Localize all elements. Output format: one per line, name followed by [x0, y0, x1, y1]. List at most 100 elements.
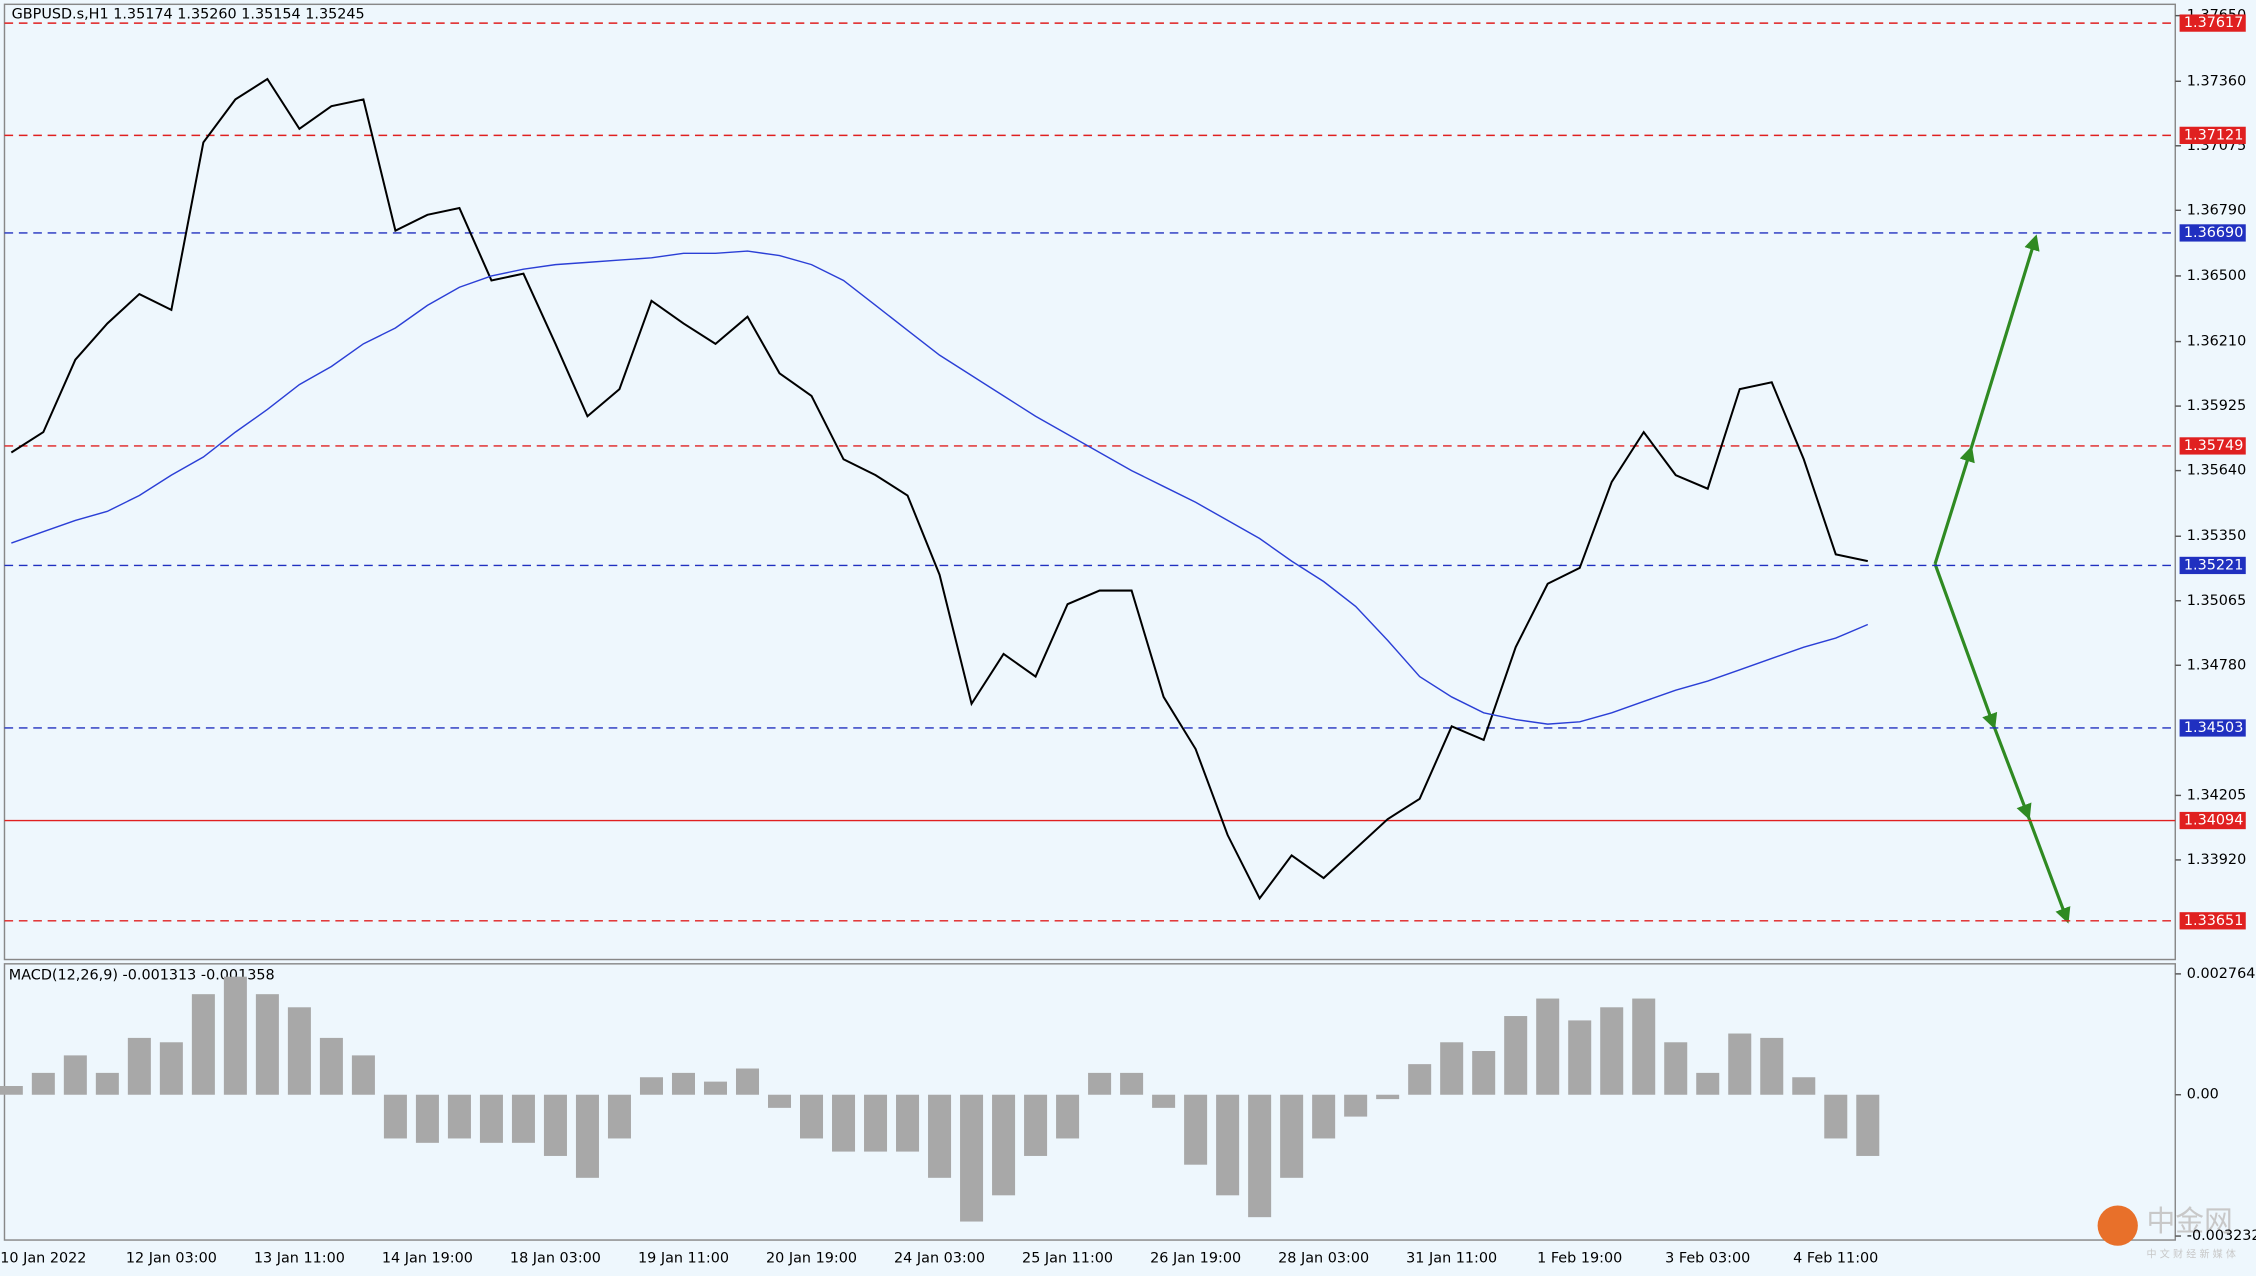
- macd-bar: [768, 1094, 792, 1108]
- macd-bar: [864, 1094, 888, 1152]
- macd-bar: [1152, 1094, 1176, 1108]
- macd-bar: [896, 1094, 920, 1152]
- macd-bar: [1408, 1064, 1432, 1095]
- macd-bar: [1632, 998, 1656, 1095]
- x-tick-label: 4 Feb 11:00: [1793, 1251, 1878, 1267]
- macd-bar: [1376, 1094, 1400, 1100]
- x-tick-label: 18 Jan 03:00: [510, 1251, 601, 1267]
- macd-bar: [1792, 1077, 1816, 1095]
- macd-bar: [511, 1094, 535, 1143]
- y-tick-label: 1.36210: [2187, 334, 2246, 350]
- macd-bar: [575, 1094, 599, 1178]
- macd-bar: [928, 1094, 952, 1178]
- macd-bar: [960, 1094, 984, 1222]
- macd-bar: [1024, 1094, 1048, 1156]
- x-tick-label: 3 Feb 03:00: [1665, 1251, 1750, 1267]
- x-tick-label: 24 Jan 03:00: [894, 1251, 985, 1267]
- macd-bar: [447, 1094, 471, 1139]
- y-tick-label: 1.34780: [2187, 657, 2246, 673]
- macd-bar: [1088, 1072, 1112, 1095]
- level-tag: [2179, 126, 2246, 145]
- level-tag: [2179, 912, 2246, 930]
- price-line: [10, 77, 1868, 901]
- y-tick-label: 0.002764: [2187, 966, 2256, 982]
- level-tag: [2179, 437, 2246, 455]
- y-tick-label: 0.00: [2187, 1087, 2219, 1103]
- arrow: [1933, 445, 1975, 565]
- x-tick-label: 1 Feb 19:00: [1537, 1251, 1622, 1267]
- x-tick-label: 26 Jan 19:00: [1150, 1251, 1241, 1267]
- macd-bar: [1504, 1016, 1528, 1095]
- macd-bar: [1760, 1037, 1784, 1095]
- macd-bar: [1728, 1033, 1752, 1095]
- y-tick-label: 1.36500: [2187, 268, 2246, 284]
- macd-bar: [1568, 1020, 1592, 1095]
- macd-bar: [1824, 1094, 1848, 1139]
- macd-bar: [1440, 1042, 1464, 1095]
- level-label: 1.37617: [2184, 15, 2243, 31]
- macd-bar: [1312, 1094, 1336, 1139]
- arrow: [2027, 816, 2071, 924]
- watermark-subtitle: 中 文 财 经 新 媒 体: [2146, 1247, 2236, 1260]
- watermark-logo: [2097, 1205, 2138, 1246]
- macd-bar: [127, 1037, 151, 1095]
- price-line: [11, 250, 1869, 725]
- macd-bar: [1248, 1094, 1272, 1218]
- arrow: [1992, 725, 2032, 821]
- level-label: 1.35749: [2184, 438, 2243, 454]
- y-tick-label: 1.35065: [2187, 593, 2246, 609]
- level-tag: [2179, 14, 2246, 32]
- y-tick-label: 1.35350: [2187, 528, 2246, 544]
- x-tick-label: 25 Jan 11:00: [1022, 1251, 1113, 1267]
- macd-bar: [1216, 1094, 1240, 1196]
- level-label: 1.34503: [2184, 720, 2243, 736]
- y-tick-label: 1.35925: [2187, 398, 2246, 414]
- macd-bar: [1536, 998, 1560, 1095]
- macd-bar: [0, 1085, 23, 1095]
- macd-bar: [1344, 1094, 1368, 1117]
- macd-bar: [287, 1007, 311, 1095]
- macd-bar: [223, 976, 247, 1095]
- macd-bar: [415, 1094, 439, 1143]
- macd-bar: [319, 1037, 343, 1095]
- x-tick-label: 10 Jan 2022: [0, 1251, 86, 1267]
- macd-bar: [383, 1094, 407, 1139]
- macd-bar: [1120, 1072, 1144, 1095]
- macd-bar: [800, 1094, 824, 1139]
- x-tick-label: 20 Jan 19:00: [766, 1251, 857, 1267]
- watermark: 中金网: [2146, 1204, 2232, 1238]
- macd-bar: [1696, 1072, 1720, 1095]
- macd-bar: [31, 1072, 55, 1095]
- macd-bar: [607, 1094, 631, 1139]
- macd-bar: [1472, 1051, 1496, 1095]
- level-label: 1.36690: [2184, 225, 2243, 241]
- macd-title: MACD(12,26,9) -0.001313 -0.001358: [9, 967, 275, 983]
- macd-bar: [95, 1072, 119, 1095]
- chart-title: GBPUSD.s,H1 1.35174 1.35260 1.35154 1.35…: [12, 6, 365, 22]
- level-label: 1.33651: [2184, 913, 2243, 929]
- x-tick-label: 31 Jan 11:00: [1406, 1251, 1497, 1267]
- level-label: 1.34094: [2184, 813, 2243, 829]
- macd-panel: [3, 963, 2176, 1241]
- x-tick-label: 12 Jan 03:00: [126, 1251, 217, 1267]
- y-tick-label: 1.35640: [2187, 463, 2246, 479]
- macd-bar: [1664, 1042, 1688, 1095]
- x-tick-label: 28 Jan 03:00: [1278, 1251, 1369, 1267]
- forecast-arrows: [1933, 234, 2071, 924]
- macd-bar: [735, 1068, 760, 1095]
- level-label: 1.37121: [2184, 127, 2243, 143]
- macd-bar: [992, 1094, 1016, 1196]
- y-tick-label: 1.36790: [2187, 202, 2246, 218]
- x-tick-label: 14 Jan 19:00: [382, 1251, 473, 1267]
- macd-bar: [832, 1094, 856, 1152]
- macd-bar: [639, 1077, 663, 1095]
- macd-bar: [191, 994, 215, 1095]
- macd-bar: [1280, 1094, 1304, 1178]
- macd-bar: [1856, 1094, 1880, 1156]
- y-tick-label: 1.37360: [2187, 73, 2246, 89]
- macd-bar: [671, 1072, 695, 1095]
- level-tag: [2179, 556, 2246, 575]
- x-tick-label: 13 Jan 11:00: [254, 1251, 345, 1267]
